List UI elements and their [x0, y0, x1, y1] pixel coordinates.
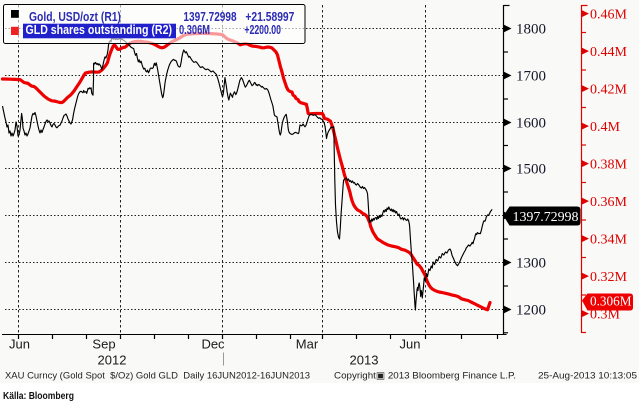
svg-text:Jun: Jun	[400, 337, 421, 352]
svg-text:Sep: Sep	[92, 337, 115, 352]
svg-text:Gold, USD/ozt (R1): Gold, USD/ozt (R1)	[29, 9, 121, 24]
svg-text:1500: 1500	[516, 162, 546, 178]
svg-text:0.3M: 0.3M	[590, 308, 621, 323]
svg-text:0.44M: 0.44M	[590, 45, 628, 60]
svg-text:0.38M: 0.38M	[590, 158, 628, 173]
svg-text:1600: 1600	[516, 116, 546, 132]
svg-text:1300: 1300	[516, 256, 546, 272]
svg-text:Mar: Mar	[296, 337, 319, 352]
svg-text:1700: 1700	[516, 69, 546, 85]
svg-text:GLD shares outstanding (R2): GLD shares outstanding (R2)	[26, 22, 173, 37]
svg-text:Dec: Dec	[201, 337, 225, 352]
svg-text:0.42M: 0.42M	[590, 83, 628, 98]
svg-text:+21.58997: +21.58997	[245, 9, 294, 24]
svg-text:0.46M: 0.46M	[590, 8, 628, 23]
svg-text:25-Aug-2013 10:13:05: 25-Aug-2013 10:13:05	[538, 371, 637, 382]
svg-text:0.306M: 0.306M	[179, 22, 210, 37]
svg-text:1397.72998: 1397.72998	[513, 210, 579, 225]
svg-text:0.34M: 0.34M	[590, 233, 628, 248]
svg-text:1800: 1800	[516, 22, 546, 38]
svg-text:Källa: Bloomberg: Källa: Bloomberg	[3, 390, 74, 402]
svg-text:2012: 2012	[98, 353, 127, 368]
svg-text:1200: 1200	[516, 303, 546, 319]
svg-text:0.36M: 0.36M	[590, 195, 628, 210]
svg-text:1397.72998: 1397.72998	[183, 9, 236, 24]
svg-text:0.4M: 0.4M	[590, 120, 621, 135]
svg-text:0.306M: 0.306M	[590, 295, 632, 310]
svg-text:0.32M: 0.32M	[590, 270, 628, 285]
svg-text:+2200.00: +2200.00	[244, 22, 281, 37]
svg-text:Copyright▣ 2013 Bloomberg Fina: Copyright▣ 2013 Bloomberg Finance L.P.	[334, 371, 516, 382]
svg-text:2013: 2013	[350, 353, 379, 368]
svg-text:Jun: Jun	[9, 337, 30, 352]
svg-text:XAU Curncy (Gold Spot $/Oz) G: XAU Curncy (Gold Spot $/Oz) Gold GLD Dai…	[5, 371, 310, 382]
